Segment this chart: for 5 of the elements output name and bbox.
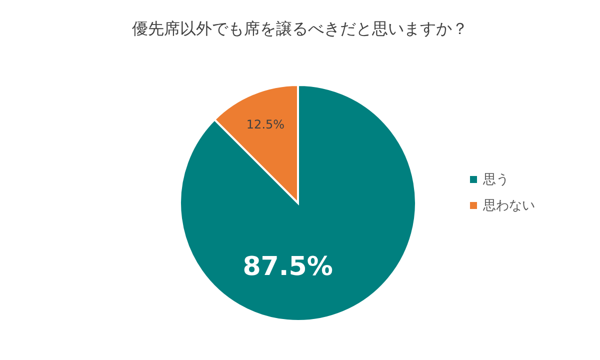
- legend-label: 思う: [482, 172, 509, 188]
- data-label: 87.5%: [242, 252, 333, 282]
- legend-label: 思わない: [482, 198, 535, 214]
- data-label: 12.5%: [246, 118, 285, 132]
- chart-title: 優先席以外でも席を譲るべきだと思いますか？: [132, 19, 468, 38]
